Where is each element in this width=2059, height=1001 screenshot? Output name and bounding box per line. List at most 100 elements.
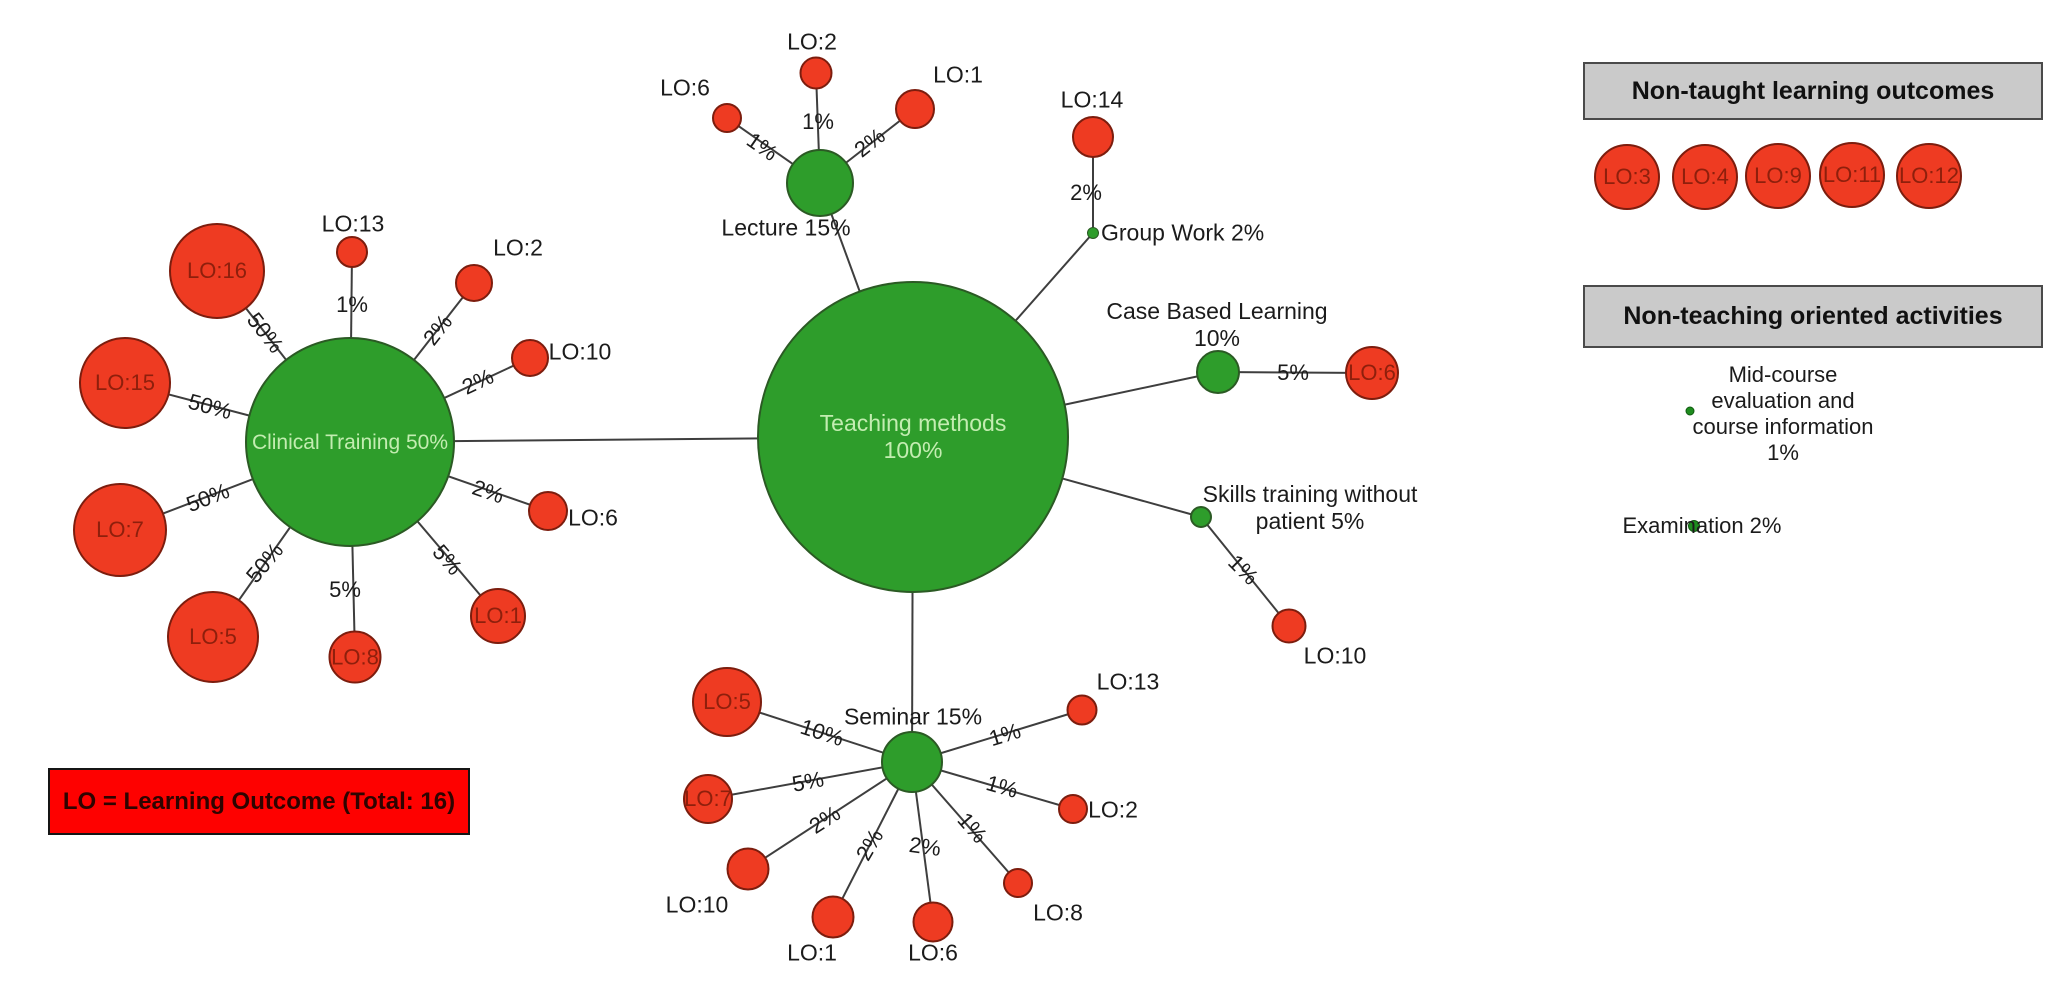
label-seminar-lo10: LO:10 [665, 891, 729, 918]
node-casebased-lo6: LO:6 [1345, 346, 1399, 400]
node-seminar-lo13 [1066, 694, 1098, 726]
case-based-title: Case Based Learning [1106, 298, 1328, 324]
node-clinical-lo8: LO:8 [328, 630, 382, 684]
label-skills-lo10: LO:10 [1303, 642, 1367, 669]
legend-non-taught-box: Non-taught learning outcomes [1583, 62, 2043, 120]
midcourse-line2: evaluation and [1711, 388, 1855, 413]
edge-skills-lo10 [1200, 516, 1290, 627]
node-clinical-lo6 [528, 491, 568, 531]
teaching-methods-label-line1: Teaching methods [819, 410, 1007, 436]
clinical-lo7-label: LO:7 [96, 517, 144, 542]
label-group-work: Group Work 2% [1101, 219, 1265, 246]
legend-node-lo4: LO:4 [1672, 144, 1738, 210]
label-seminar: Seminar 15% [843, 703, 983, 730]
note-box: LO = Learning Outcome (Total: 16) [48, 768, 470, 835]
node-seminar-lo8 [1003, 868, 1033, 898]
edge-weight-casebased-lo6: 5% [1277, 360, 1309, 385]
edge-weight-seminar-lo6: 2% [907, 831, 943, 862]
midcourse-line1: Mid-course [1728, 362, 1838, 387]
midcourse-dot-icon [1685, 406, 1695, 416]
skills-training-line2: patient 5% [1255, 508, 1365, 534]
midcourse-line4: 1% [1767, 440, 1799, 465]
label-lecture-lo1: LO:1 [933, 61, 983, 88]
midcourse-line3: course information [1692, 414, 1874, 439]
node-clinical-lo10 [511, 339, 549, 377]
node-clinical-lo16: LO:16 [169, 223, 265, 319]
label-case-based-learning: Case Based Learning 10% [1106, 298, 1327, 352]
legend-lo12-label: LO:12 [1899, 163, 1959, 188]
label-clinical-lo13: LO:13 [321, 210, 385, 237]
node-lecture-lo2 [799, 56, 833, 90]
label-lecture-lo2: LO:2 [787, 28, 837, 55]
examination-label: Examination 2% [1622, 513, 1782, 538]
node-groupwork-lo14 [1072, 116, 1114, 158]
legend-node-lo11: LO:11 [1819, 142, 1885, 208]
legend-lo3-label: LO:3 [1603, 164, 1651, 189]
examination-dot-icon [1688, 520, 1700, 532]
label-clinical-lo6: LO:6 [568, 504, 618, 531]
clinical-lo5-label: LO:5 [189, 624, 237, 649]
label-clinical-lo10: LO:10 [548, 338, 612, 365]
node-skills-training [1190, 506, 1212, 528]
node-lecture [786, 149, 854, 217]
clinical-lo15-label: LO:15 [95, 370, 155, 395]
label-seminar-lo6: LO:6 [908, 939, 958, 966]
label-seminar-lo8: LO:8 [1033, 899, 1083, 926]
legend-node-lo3: LO:3 [1594, 144, 1660, 210]
label-clinical-lo2: LO:2 [493, 234, 543, 261]
edge-seminar-lo7 [707, 761, 913, 800]
edge-weight-clinical-lo8: 5% [329, 577, 361, 602]
node-clinical-lo2 [455, 264, 493, 302]
midcourse-label: Mid-course evaluation and course informa… [1693, 362, 1874, 466]
node-skills-lo10 [1271, 608, 1307, 644]
node-seminar-lo10 [726, 847, 770, 891]
legend-node-lo12: LO:12 [1896, 143, 1962, 209]
label-seminar-lo13: LO:13 [1096, 668, 1160, 695]
clinical-training-label: Clinical Training 50% [251, 430, 449, 454]
legend-node-lo9: LO:9 [1745, 143, 1811, 209]
note-text: LO = Learning Outcome (Total: 16) [62, 787, 456, 815]
edge-seminar-lo10 [747, 761, 913, 870]
node-group-work [1087, 227, 1099, 239]
skills-training-line1: Skills training without [1202, 481, 1418, 507]
case-based-pct: 10% [1193, 325, 1241, 351]
label-skills-training: Skills training without patient 5% [1203, 481, 1418, 535]
node-clinical-lo13 [336, 236, 368, 268]
clinical-lo1-label: LO:1 [474, 603, 522, 628]
label-seminar-lo1: LO:1 [787, 939, 837, 966]
label-lecture: Lecture 15% [721, 214, 851, 241]
node-teaching-methods: Teaching methods 100% [757, 281, 1069, 593]
casebased-lo6-label: LO:6 [1348, 360, 1396, 385]
node-seminar-lo1 [811, 895, 855, 939]
label-groupwork-lo14: LO:14 [1060, 86, 1124, 113]
node-clinical-lo5: LO:5 [167, 591, 259, 683]
edge-weight-lecture-lo2: 1% [802, 109, 834, 134]
node-seminar-lo2 [1058, 794, 1088, 824]
legend-non-teaching-box: Non-teaching oriented activities [1583, 285, 2043, 348]
legend-non-taught-title: Non-taught learning outcomes [1631, 76, 1995, 105]
seminar-lo5-label: LO:5 [703, 689, 751, 714]
clinical-lo16-label: LO:16 [187, 258, 247, 283]
seminar-lo7-label: LO:7 [684, 786, 732, 811]
node-seminar-lo7: LO:7 [683, 774, 733, 824]
legend-lo4-label: LO:4 [1681, 164, 1729, 189]
node-seminar [881, 731, 943, 793]
node-case-based-learning [1196, 350, 1240, 394]
node-clinical-lo1: LO:1 [470, 588, 526, 644]
teaching-methods-label-line2: 100% [883, 437, 943, 463]
node-lecture-lo1 [895, 89, 935, 129]
legend-non-teaching-title: Non-teaching oriented activities [1623, 302, 2003, 330]
node-clinical-training: Clinical Training 50% [245, 337, 455, 547]
node-lecture-lo6 [712, 103, 742, 133]
legend-lo9-label: LO:9 [1754, 163, 1802, 188]
clinical-lo8-label: LO:8 [331, 644, 379, 669]
label-seminar-lo2: LO:2 [1088, 796, 1138, 823]
edge-weight-clinical-lo13: 1% [336, 292, 368, 317]
node-seminar-lo5: LO:5 [692, 667, 762, 737]
node-clinical-lo7: LO:7 [73, 483, 167, 577]
edge-weight-groupwork-lo14: 2% [1070, 180, 1102, 205]
label-lecture-lo6: LO:6 [660, 74, 710, 101]
legend-lo11-label: LO:11 [1822, 162, 1882, 187]
node-clinical-lo15: LO:15 [79, 337, 171, 429]
